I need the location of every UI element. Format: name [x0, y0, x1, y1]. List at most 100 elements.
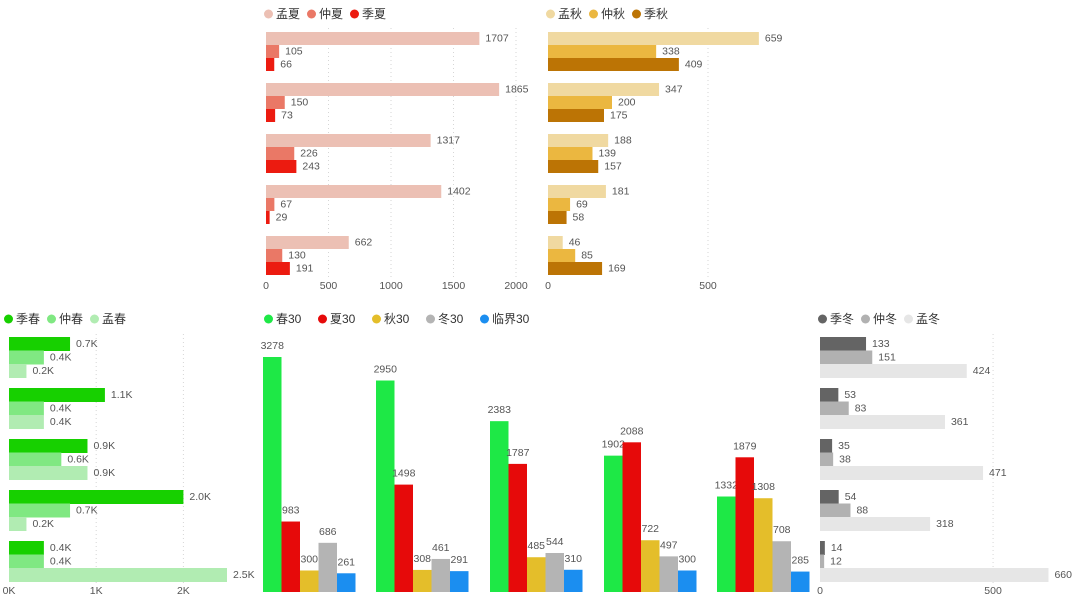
data-label-autumn-0-3: 181	[612, 186, 630, 198]
legend-label-2-0: 季春	[16, 312, 40, 326]
bar-season30-2-0	[300, 570, 319, 592]
legend-marker-0-2	[350, 9, 359, 19]
data-label-season30-2-0: 300	[300, 553, 318, 565]
bar-summer-0-2	[266, 134, 431, 147]
legend-marker-3-3	[426, 314, 435, 324]
bar-autumn-1-0	[548, 45, 657, 58]
legend-label-3-4: 临界30	[492, 312, 530, 326]
data-label-summer-2-4: 191	[296, 263, 314, 275]
bar-autumn-1-4	[548, 249, 576, 262]
data-label-season30-4-4: 285	[791, 555, 809, 567]
data-label-summer-0-3: 1402	[447, 186, 471, 198]
axis-tick-label-summer-3: 1500	[442, 280, 466, 292]
bar-summer-2-2	[266, 160, 297, 173]
data-label-winter-0-3: 54	[845, 491, 857, 503]
legend-marker-3-4	[480, 314, 489, 324]
data-label-autumn-2-1: 175	[610, 110, 628, 122]
bar-season30-3-3	[659, 556, 678, 592]
bar-winter-2-0	[820, 364, 967, 378]
bar-season30-0-1	[376, 380, 395, 592]
data-label-autumn-2-0: 409	[685, 59, 703, 71]
data-label-winter-1-2: 38	[839, 454, 851, 466]
data-label-season30-3-3: 497	[660, 539, 678, 551]
bar-summer-2-3	[266, 211, 270, 224]
bar-winter-1-0	[820, 350, 873, 365]
data-label-spring-0-3: 2.0K	[189, 491, 211, 503]
legend-label-4-1: 仲冬	[873, 311, 897, 326]
bar-spring-0-0	[9, 337, 71, 351]
data-label-spring-0-2: 0.9K	[93, 440, 115, 452]
bar-season30-4-2	[564, 569, 583, 592]
legend-label-1-0: 孟秋	[558, 7, 582, 21]
data-label-winter-0-1: 53	[844, 389, 856, 401]
data-label-summer-1-3: 67	[280, 199, 292, 211]
data-label-season30-3-0: 686	[319, 526, 337, 538]
data-label-winter-1-3: 88	[856, 505, 868, 517]
data-label-summer-2-1: 73	[281, 110, 293, 122]
axis-tick-label-winter-1: 500	[984, 585, 1002, 597]
data-label-season30-4-0: 261	[337, 556, 355, 568]
data-label-season30-2-4: 1308	[752, 481, 776, 493]
data-label-season30-1-3: 2088	[620, 425, 644, 437]
legend-label-3-3: 冬30	[438, 311, 464, 326]
data-label-autumn-0-1: 347	[665, 84, 683, 96]
bar-summer-2-4	[266, 262, 290, 275]
data-label-autumn-1-4: 85	[581, 250, 593, 262]
data-label-season30-4-3: 300	[678, 553, 696, 565]
bar-season30-3-4	[772, 541, 791, 592]
bar-season30-4-0	[337, 573, 356, 592]
data-label-autumn-0-0: 659	[765, 33, 783, 45]
axis-tick-label-summer-0: 0	[263, 280, 269, 292]
legend-marker-3-1	[318, 314, 327, 324]
legend-marker-2-0	[4, 314, 13, 324]
bar-season30-3-0	[318, 542, 337, 592]
data-label-season30-4-1: 291	[450, 554, 468, 566]
bar-winter-2-3	[820, 517, 931, 531]
axis-tick-label-summer-1: 500	[320, 280, 338, 292]
chart-season30: 春30 夏30 秋30 冬30 临界30 3278 2950 2383 1902 1332 983 1…	[261, 311, 810, 592]
bar-spring-0-2	[9, 439, 88, 453]
bar-autumn-0-1	[548, 83, 660, 96]
legend-marker-2-1	[47, 314, 56, 324]
data-label-summer-0-2: 1317	[437, 135, 461, 147]
bar-summer-0-4	[266, 236, 349, 249]
data-label-spring-1-1: 0.4K	[50, 403, 72, 415]
legend-label-3-2: 秋30	[384, 312, 410, 326]
legend-label-0-1: 仲夏	[319, 7, 343, 21]
bar-season30-3-1	[431, 558, 450, 592]
data-label-summer-0-0: 1707	[485, 33, 509, 45]
bar-season30-1-2	[508, 463, 527, 592]
legend-label-3-0: 春30	[276, 312, 302, 326]
bar-summer-1-1	[266, 96, 285, 109]
data-label-season30-0-3: 1902	[602, 439, 626, 451]
data-label-autumn-2-4: 169	[608, 263, 626, 275]
bar-summer-0-0	[266, 32, 480, 45]
data-label-winter-0-2: 35	[838, 440, 850, 452]
data-label-winter-2-4: 660	[1054, 569, 1072, 581]
bar-summer-1-4	[266, 249, 283, 262]
legend-marker-1-0	[546, 9, 555, 19]
bar-season30-3-2	[545, 553, 564, 592]
bar-season30-0-4	[717, 496, 736, 592]
bar-season30-2-3	[641, 540, 660, 592]
data-label-season30-3-4: 708	[773, 524, 791, 536]
bar-winter-2-1	[820, 415, 945, 429]
legend-label-4-2: 孟冬	[916, 311, 940, 326]
bar-season30-1-1	[394, 484, 413, 592]
bar-spring-1-1	[9, 401, 44, 416]
axis-tick-label-summer-4: 2000	[504, 280, 528, 292]
axis-tick-label-autumn-1: 500	[699, 280, 717, 292]
bar-spring-2-3	[9, 517, 27, 531]
bar-spring-2-4	[9, 568, 227, 582]
legend-marker-3-0	[264, 314, 273, 324]
data-label-spring-0-4: 0.4K	[50, 542, 72, 554]
bar-spring-1-3	[9, 503, 71, 518]
bar-spring-1-4	[9, 554, 44, 569]
bar-season30-2-1	[413, 569, 432, 592]
data-label-spring-2-4: 2.5K	[233, 569, 255, 581]
data-label-season30-0-1: 2950	[374, 364, 398, 376]
bar-spring-1-0	[9, 350, 44, 365]
bar-winter-2-2	[820, 466, 984, 480]
legend-label-4-0: 季冬	[830, 311, 854, 326]
data-label-winter-2-1: 361	[951, 416, 969, 428]
